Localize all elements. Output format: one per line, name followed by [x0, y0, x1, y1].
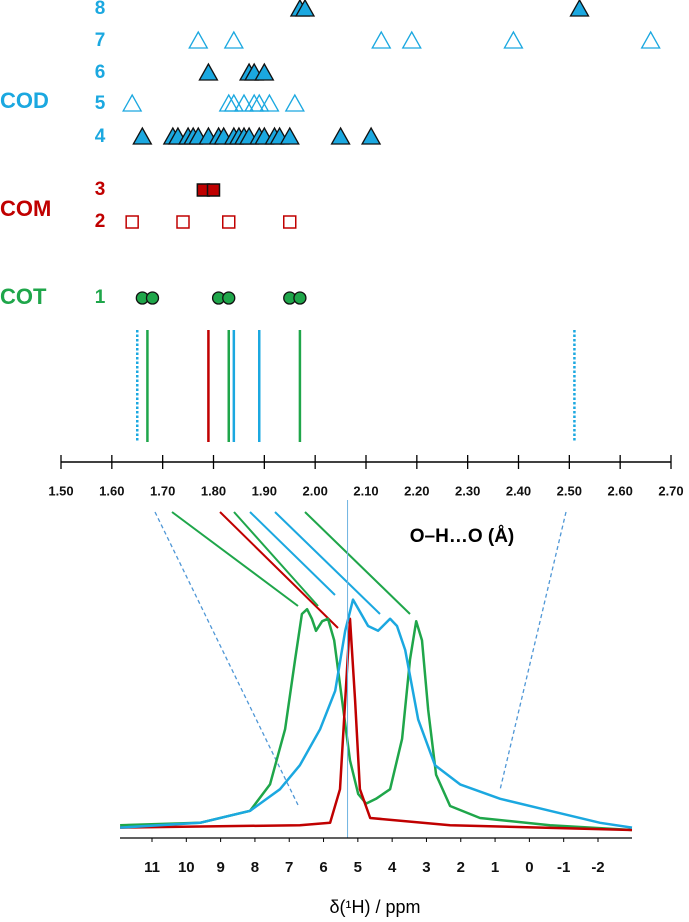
x-tick-label: 5	[354, 859, 362, 876]
x-tick-label: 3	[422, 859, 430, 876]
x-tick-label: 0	[525, 859, 533, 876]
square-marker	[222, 215, 236, 229]
x-tick-label: 2.30	[455, 483, 480, 498]
circle-marker	[293, 291, 307, 305]
group-label: COM	[0, 196, 51, 221]
x-tick-label: 2.40	[506, 483, 531, 498]
triangle-marker	[284, 93, 305, 112]
connectors	[154, 511, 567, 806]
spectrum-line	[120, 607, 633, 832]
triangle-marker	[198, 62, 219, 81]
triangle-marker	[122, 93, 143, 112]
x-tick-label: 2.10	[353, 483, 378, 498]
connector	[499, 511, 567, 791]
square-marker	[206, 183, 221, 197]
triangle-marker	[223, 30, 244, 49]
triangle-marker	[249, 93, 270, 112]
x-tick-label: 2.50	[557, 483, 582, 498]
x-tick-label: 1.70	[150, 483, 175, 498]
triangle-marker	[330, 126, 351, 145]
x-tick-label: 2.70	[658, 483, 683, 498]
triangle-marker	[503, 30, 524, 49]
row-label: 3	[95, 179, 106, 200]
circle-marker	[222, 291, 236, 305]
x-tick-label: 2	[457, 859, 465, 876]
connector	[233, 511, 319, 607]
connector	[154, 511, 299, 806]
x-tick-label: 10	[178, 859, 195, 876]
triangle-marker	[223, 93, 244, 112]
spectrum-line	[120, 598, 633, 829]
x-tick-label: 1.90	[252, 483, 277, 498]
x-tick-label: 1.50	[48, 483, 73, 498]
row-label: 4	[95, 126, 106, 147]
triangle-marker	[233, 93, 255, 112]
x-tick-label: 6	[319, 859, 327, 876]
x-tick-label: 1.60	[99, 483, 124, 498]
x-tick-label: 7	[285, 859, 293, 876]
triangle-marker	[279, 126, 300, 145]
row-label: 8	[95, 0, 106, 19]
triangle-marker	[294, 0, 316, 17]
x-tick-label: 11	[144, 859, 160, 876]
triangle-marker	[401, 30, 422, 49]
x-tick-label: 2.20	[404, 483, 429, 498]
x-tick-label: 1.80	[201, 483, 226, 498]
row-label: 7	[95, 30, 106, 51]
square-marker	[176, 215, 190, 229]
x-tick-label: -1	[557, 859, 570, 876]
x-tick-label: 9	[216, 859, 224, 876]
group-label: COT	[0, 284, 47, 309]
triangle-marker	[640, 30, 661, 49]
triangle-marker	[188, 30, 209, 49]
x-tick-label: 2.00	[303, 483, 328, 498]
row-label: 5	[95, 93, 106, 114]
row-label: 1	[95, 287, 106, 308]
x-tick-label: -2	[591, 859, 604, 876]
x-tick-label: 4	[388, 859, 397, 876]
x-axis-label: δ(¹H) / ppm	[329, 897, 420, 917]
square-marker	[125, 215, 139, 229]
circle-marker	[145, 291, 160, 305]
connector	[274, 511, 381, 615]
row-label: 6	[95, 62, 106, 83]
x-axis-label: O–H…O (Å)	[410, 526, 515, 547]
triangle-marker	[360, 126, 382, 145]
row-label: 2	[95, 211, 106, 232]
connector	[171, 511, 299, 607]
x-tick-label: 8	[251, 859, 259, 876]
x-tick-label: 2.60	[608, 483, 633, 498]
group-label: COD	[0, 88, 49, 113]
square-marker	[283, 215, 297, 229]
triangle-marker	[132, 126, 153, 145]
x-tick-label: 1	[491, 859, 499, 876]
triangle-marker	[259, 93, 280, 112]
connector	[304, 511, 411, 615]
connector	[219, 511, 339, 629]
triangle-marker	[569, 0, 590, 17]
spectrum-line	[120, 617, 633, 832]
connector	[249, 511, 336, 596]
triangle-marker	[254, 62, 275, 81]
triangle-marker	[371, 30, 392, 49]
